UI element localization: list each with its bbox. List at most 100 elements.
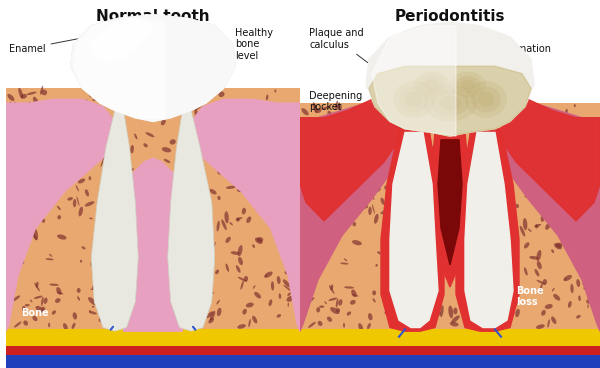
Ellipse shape [162, 98, 167, 100]
Ellipse shape [425, 79, 439, 90]
Ellipse shape [427, 273, 434, 277]
Ellipse shape [374, 130, 378, 140]
Ellipse shape [406, 196, 410, 205]
Ellipse shape [65, 126, 68, 129]
Ellipse shape [224, 211, 229, 223]
Ellipse shape [48, 323, 50, 328]
Ellipse shape [110, 180, 119, 182]
Ellipse shape [156, 307, 160, 313]
Ellipse shape [190, 259, 194, 262]
Ellipse shape [185, 145, 191, 149]
Ellipse shape [554, 194, 562, 201]
Polygon shape [191, 99, 300, 331]
Ellipse shape [38, 114, 43, 118]
Ellipse shape [34, 229, 38, 240]
Ellipse shape [506, 318, 512, 324]
Ellipse shape [32, 316, 37, 321]
Ellipse shape [342, 187, 346, 190]
Ellipse shape [505, 279, 509, 284]
Ellipse shape [16, 138, 20, 148]
Ellipse shape [98, 239, 106, 246]
Ellipse shape [116, 205, 118, 209]
Ellipse shape [581, 135, 584, 139]
Ellipse shape [154, 315, 163, 322]
Ellipse shape [110, 132, 113, 135]
Ellipse shape [347, 179, 350, 191]
Polygon shape [71, 15, 235, 121]
Ellipse shape [73, 312, 77, 319]
Ellipse shape [238, 277, 247, 282]
Ellipse shape [118, 260, 122, 268]
Ellipse shape [212, 242, 216, 249]
Ellipse shape [238, 257, 243, 265]
Ellipse shape [384, 299, 392, 307]
Ellipse shape [524, 195, 534, 198]
Ellipse shape [82, 246, 85, 250]
Ellipse shape [287, 302, 289, 307]
Ellipse shape [102, 113, 110, 118]
Ellipse shape [349, 187, 352, 194]
Ellipse shape [11, 112, 16, 117]
Ellipse shape [78, 101, 80, 104]
Ellipse shape [253, 190, 257, 196]
Ellipse shape [326, 137, 329, 140]
Ellipse shape [400, 188, 401, 193]
Ellipse shape [452, 124, 462, 129]
Ellipse shape [246, 302, 254, 308]
Ellipse shape [271, 212, 274, 215]
Polygon shape [88, 18, 153, 63]
Ellipse shape [358, 148, 365, 157]
Ellipse shape [305, 238, 313, 246]
Ellipse shape [178, 132, 181, 137]
Ellipse shape [61, 133, 65, 138]
Polygon shape [366, 22, 534, 136]
Ellipse shape [487, 117, 492, 123]
Ellipse shape [71, 125, 77, 131]
Polygon shape [465, 132, 513, 328]
Ellipse shape [492, 160, 496, 163]
Ellipse shape [163, 268, 167, 275]
Ellipse shape [485, 219, 488, 223]
Ellipse shape [542, 279, 547, 285]
Ellipse shape [167, 268, 170, 273]
Ellipse shape [449, 244, 452, 249]
Ellipse shape [398, 126, 407, 131]
Ellipse shape [91, 148, 96, 153]
Ellipse shape [162, 147, 171, 152]
Ellipse shape [392, 308, 396, 313]
Ellipse shape [185, 318, 187, 322]
Ellipse shape [317, 321, 322, 326]
Ellipse shape [255, 238, 263, 244]
Ellipse shape [537, 261, 542, 269]
Ellipse shape [505, 312, 511, 319]
Ellipse shape [383, 104, 386, 112]
Ellipse shape [394, 244, 401, 252]
Ellipse shape [218, 92, 224, 97]
Ellipse shape [445, 112, 451, 122]
Ellipse shape [539, 283, 542, 293]
Ellipse shape [465, 271, 468, 276]
Polygon shape [456, 129, 519, 331]
Ellipse shape [388, 307, 391, 309]
Ellipse shape [415, 255, 419, 260]
Ellipse shape [554, 202, 557, 208]
Ellipse shape [281, 174, 287, 178]
Ellipse shape [467, 151, 473, 156]
Ellipse shape [32, 124, 35, 127]
Ellipse shape [17, 241, 22, 248]
Ellipse shape [412, 213, 415, 216]
Ellipse shape [232, 142, 235, 147]
Ellipse shape [502, 234, 510, 238]
Ellipse shape [111, 99, 117, 105]
Ellipse shape [587, 304, 589, 308]
Ellipse shape [367, 170, 370, 177]
Ellipse shape [562, 191, 571, 196]
Ellipse shape [478, 92, 494, 107]
Ellipse shape [344, 286, 354, 289]
Ellipse shape [393, 81, 435, 118]
Polygon shape [432, 132, 468, 287]
Ellipse shape [352, 240, 362, 245]
Ellipse shape [220, 107, 225, 112]
Ellipse shape [85, 201, 94, 206]
Ellipse shape [319, 305, 324, 308]
